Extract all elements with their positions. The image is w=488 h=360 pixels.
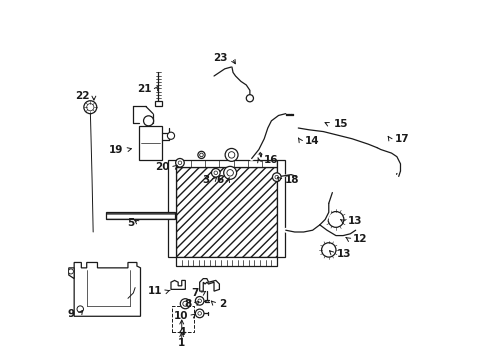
Text: 10: 10 xyxy=(173,311,187,321)
Circle shape xyxy=(175,158,184,167)
Circle shape xyxy=(223,166,236,179)
Circle shape xyxy=(178,161,182,165)
Text: 9: 9 xyxy=(68,310,75,319)
Text: 11: 11 xyxy=(148,286,163,296)
Text: 13: 13 xyxy=(347,216,362,226)
Text: 19: 19 xyxy=(109,144,123,154)
Text: 7: 7 xyxy=(191,288,198,298)
Bar xyxy=(106,212,174,220)
Polygon shape xyxy=(171,280,185,289)
Circle shape xyxy=(199,153,203,157)
Text: 21: 21 xyxy=(137,84,152,94)
Circle shape xyxy=(246,95,253,102)
Text: 15: 15 xyxy=(333,120,347,129)
Circle shape xyxy=(198,312,201,315)
Circle shape xyxy=(195,309,203,318)
Circle shape xyxy=(195,297,203,305)
Text: 1: 1 xyxy=(178,338,185,348)
Circle shape xyxy=(272,173,281,181)
Text: 4: 4 xyxy=(178,327,185,337)
Text: 5: 5 xyxy=(126,218,134,228)
Text: 22: 22 xyxy=(75,91,89,101)
Text: 6: 6 xyxy=(216,175,223,185)
Circle shape xyxy=(321,243,335,257)
Bar xyxy=(176,167,276,257)
Text: 3: 3 xyxy=(202,175,209,185)
Bar xyxy=(168,159,176,257)
Circle shape xyxy=(83,101,97,114)
Text: 20: 20 xyxy=(155,162,169,172)
Circle shape xyxy=(327,212,343,227)
Bar xyxy=(176,159,276,167)
Polygon shape xyxy=(199,279,219,291)
Text: 18: 18 xyxy=(285,175,299,185)
Circle shape xyxy=(211,168,220,177)
Text: 14: 14 xyxy=(304,136,319,145)
Text: 2: 2 xyxy=(218,299,225,309)
Bar xyxy=(172,306,193,332)
Circle shape xyxy=(198,299,201,303)
Circle shape xyxy=(180,299,190,309)
Text: 13: 13 xyxy=(336,248,351,258)
Circle shape xyxy=(77,306,83,312)
Text: 23: 23 xyxy=(212,53,227,63)
Circle shape xyxy=(214,171,217,175)
Circle shape xyxy=(183,301,187,306)
Circle shape xyxy=(143,116,153,126)
Text: 17: 17 xyxy=(394,134,408,144)
Bar xyxy=(155,101,162,107)
Circle shape xyxy=(228,152,234,158)
Circle shape xyxy=(68,269,73,274)
Text: 16: 16 xyxy=(263,155,278,165)
Circle shape xyxy=(198,151,204,158)
Circle shape xyxy=(226,170,233,176)
Circle shape xyxy=(274,175,278,179)
Polygon shape xyxy=(69,268,74,279)
Bar xyxy=(176,257,276,266)
Circle shape xyxy=(224,148,238,161)
Bar xyxy=(276,159,284,257)
Polygon shape xyxy=(74,262,140,316)
Bar xyxy=(139,126,162,160)
Circle shape xyxy=(86,104,94,111)
Text: 12: 12 xyxy=(352,234,367,244)
Circle shape xyxy=(167,132,174,139)
Text: 8: 8 xyxy=(184,299,191,309)
